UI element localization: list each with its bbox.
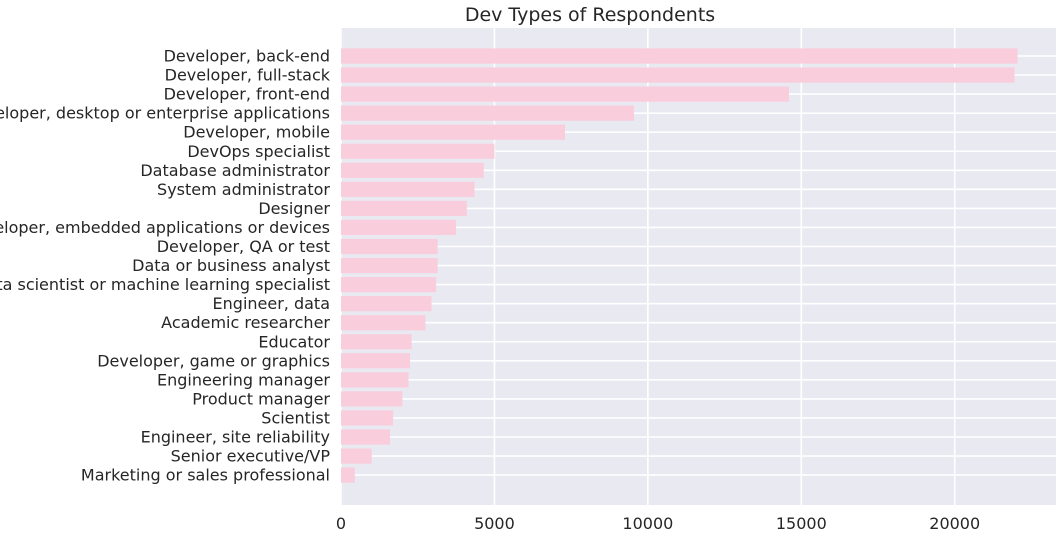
category-label: Educator [258,332,330,351]
category-label: Developer, embedded applications or devi… [0,218,330,237]
category-label: Engineering manager [157,370,330,389]
category-label: Developer, desktop or enterprise applica… [0,104,330,123]
category-label: Data or business analyst [132,256,330,275]
category-label: Developer, QA or test [157,237,330,256]
category-label: Developer, game or graphics [97,351,330,370]
category-label: Data scientist or machine learning speci… [0,275,330,294]
bar [341,48,1018,64]
category-label: Scientist [261,408,330,427]
bar [341,353,411,369]
category-label: Developer, mobile [183,123,330,142]
bar [341,219,457,236]
bar [341,257,438,274]
category-label: Product manager [192,389,330,408]
bar [341,391,403,407]
category-label: Developer, full-stack [165,66,331,85]
chart-title: Dev Types of Respondents [465,4,715,26]
category-label: DevOps specialist [187,142,330,161]
category-label: System administrator [157,180,330,199]
bar [341,67,1015,83]
bar [341,143,495,159]
bar [341,334,412,350]
x-tick-label: 5000 [474,514,515,533]
bar [341,410,394,426]
category-label: Designer [258,199,330,218]
category-label: Developer, back-end [164,47,330,66]
x-tick-label: 0 [336,514,346,533]
bar [341,372,409,388]
bar [341,181,475,197]
x-tick-label: 10000 [622,514,673,533]
category-label: Marketing or sales professional [81,466,330,485]
bar [341,200,467,216]
category-label: Developer, front-end [164,85,330,104]
bar [341,162,484,178]
bar [341,429,391,445]
bar [341,86,790,102]
bar [341,296,432,312]
category-label: Academic researcher [161,313,330,332]
category-label: Database administrator [140,161,330,180]
bar [341,105,635,121]
bar [341,238,438,255]
bar [341,277,437,293]
bar [341,315,426,331]
x-tick-label: 15000 [776,514,827,533]
x-axis-tick-labels: 0 5000 10000 15000 20000 [336,514,980,533]
category-label: Engineer, site reliability [141,428,330,447]
bars [341,48,1018,483]
bar [341,124,566,140]
category-label: Senior executive/VP [171,447,331,466]
bar [341,467,355,483]
x-tick-label: 20000 [929,514,980,533]
bar [341,448,372,464]
category-label: Engineer, data [213,294,330,313]
